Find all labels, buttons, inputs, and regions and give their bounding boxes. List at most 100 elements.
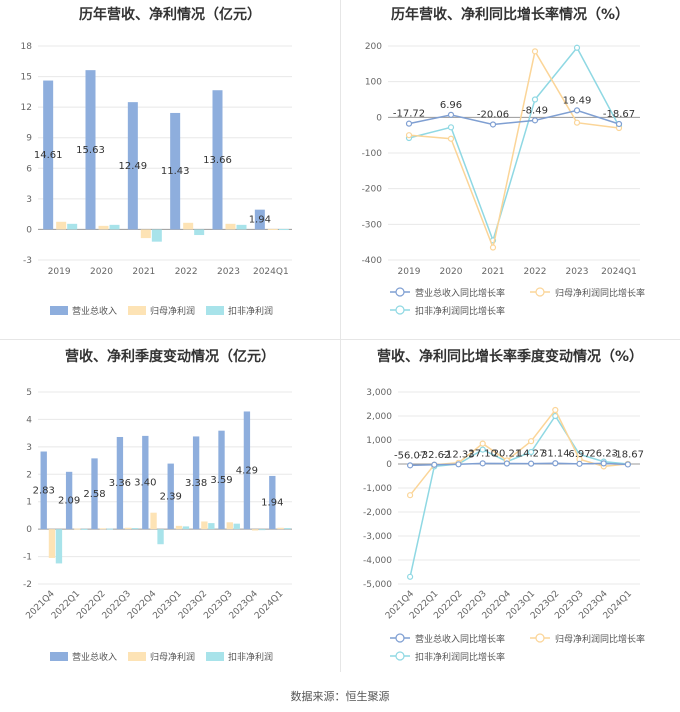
bar-deducted-profit — [182, 526, 190, 530]
bar-deducted-profit — [106, 528, 113, 530]
y-tick-label: 15 — [21, 73, 32, 83]
legend-marker — [395, 287, 405, 297]
y-tick-label: 18 — [21, 42, 33, 52]
y-tick-label: 0 — [376, 113, 382, 123]
series-point — [479, 440, 486, 447]
bar-data-label: 2.39 — [160, 491, 182, 502]
x-tick-label: 2021 — [132, 267, 155, 277]
bar-revenue — [212, 90, 223, 230]
bar-data-label: 1.94 — [261, 498, 283, 509]
bar-deducted-profit — [278, 229, 289, 231]
y-tick-label: -4,000 — [363, 556, 392, 566]
legend-marker — [395, 633, 405, 643]
bar-revenue — [127, 102, 138, 230]
series-point — [624, 461, 631, 468]
series-point — [503, 460, 510, 467]
series-point — [531, 96, 539, 103]
bar-deducted-profit — [233, 523, 240, 530]
bar-net-profit — [267, 228, 278, 230]
y-tick-label: -3,000 — [363, 532, 392, 542]
bar-deducted-profit — [208, 523, 215, 530]
y-tick-label: 5 — [26, 388, 32, 398]
bar-net-profit — [140, 229, 151, 239]
line-data-label: -56.07 — [394, 450, 426, 461]
legend-marker — [395, 305, 405, 315]
bar-deducted-profit — [194, 229, 205, 236]
legend-marker — [535, 633, 545, 643]
line-data-label: 6.96 — [440, 100, 462, 111]
bar-data-label: 2.83 — [33, 485, 55, 496]
line-data-label: 27.10 — [468, 448, 497, 459]
bar-net-profit — [124, 527, 132, 530]
legend-label: 扣非净利润 — [228, 651, 273, 663]
series-point — [479, 460, 486, 467]
chart-title: 营收、净利季度变动情况（亿元） — [65, 349, 275, 365]
legend-label: 归母净利润 — [150, 305, 195, 317]
y-tick-label: 3 — [26, 443, 32, 453]
y-tick-label: 4 — [26, 415, 32, 425]
bar-net-profit — [98, 225, 109, 230]
bar-net-profit — [99, 528, 106, 530]
bar-deducted-profit — [284, 528, 291, 530]
legend-label: 归母净利润同比增长率 — [555, 287, 645, 299]
line-data-label: 20.21 — [493, 449, 522, 460]
line-data-label: -18.67 — [612, 449, 644, 460]
legend-label: 营业总收入同比增长率 — [415, 287, 505, 299]
line-data-label: -20.06 — [477, 109, 509, 120]
bar-data-label: 12.49 — [119, 161, 148, 172]
bar-revenue — [192, 436, 200, 530]
legend-label: 营业总收入 — [72, 305, 117, 317]
series-line-revenue — [410, 462, 628, 467]
bar-deducted-profit — [67, 223, 78, 230]
bar-net-profit — [277, 527, 284, 530]
series-point — [576, 460, 583, 467]
quarterly-bar-chart: -2 -1 0 1 2 3 4 5 2.832.092.58 3.36 3.40 2.393.38 3.… — [23, 388, 292, 663]
bar-net-profit — [56, 221, 67, 230]
bar-data-label: 13.66 — [203, 155, 232, 166]
bar-data-label: 3.40 — [134, 478, 156, 489]
bar-deducted-profit — [131, 528, 139, 530]
x-tick-label: 2019 — [48, 267, 71, 277]
bar-revenue — [91, 458, 98, 530]
series-point — [479, 446, 486, 453]
y-tick-label: 1,000 — [366, 436, 392, 446]
series-point — [431, 461, 438, 468]
annual-bar-chart: -3 0 3 6 9 12 15 18 14.61 15.63 12.49 11.43 13.66 1.9… — [21, 42, 292, 317]
series-point — [406, 573, 414, 580]
bar-data-label: 14.61 — [34, 150, 63, 161]
y-tick-label: -100 — [362, 149, 383, 159]
annual-revenue-profit-panel: 历年营收、净利情况（亿元） -3 0 3 6 9 12 15 18 14.61 15.63 12.4… — [0, 0, 340, 340]
vertical-divider — [340, 0, 341, 672]
series-point — [406, 492, 414, 499]
x-tick-label: 2024Q1 — [601, 267, 637, 277]
legend-label: 营业总收入同比增长率 — [415, 633, 505, 645]
bar-revenue — [85, 70, 96, 230]
bar-data-label: 11.43 — [161, 166, 190, 177]
y-tick-label: -3 — [23, 256, 32, 266]
series-point — [615, 120, 623, 128]
bar-revenue — [40, 451, 47, 530]
x-tick-label: 2022 — [524, 267, 547, 277]
bar-net-profit — [74, 528, 81, 530]
series-point — [528, 460, 535, 467]
x-tick-label: 2023 — [217, 267, 240, 277]
x-tick-label: 2023 — [566, 267, 589, 277]
series-point — [455, 461, 462, 468]
x-tick-label: 2024Q1 — [253, 267, 289, 277]
legend-marker — [395, 651, 405, 661]
y-tick-label: -1 — [23, 553, 32, 563]
y-tick-label: -5,000 — [363, 580, 392, 590]
bar-deducted-profit — [151, 229, 162, 242]
line-data-label: -17.72 — [393, 109, 425, 120]
annual-growth-line-chart: -400 -300 -200 -100 0 100 200 -17.72 6.96 -20.06 -… — [362, 42, 645, 317]
line-data-label: 14.27 — [517, 449, 546, 460]
series-point — [552, 406, 559, 414]
bar-deducted-profit — [157, 529, 164, 545]
bar-net-profit — [201, 521, 208, 530]
line-data-label: -32.62 — [418, 450, 450, 461]
series-point — [531, 117, 539, 124]
y-tick-label: 2 — [26, 470, 32, 480]
legend-swatch — [128, 306, 146, 315]
bar-revenue — [170, 112, 181, 230]
line-data-label: 31.14 — [541, 448, 570, 459]
